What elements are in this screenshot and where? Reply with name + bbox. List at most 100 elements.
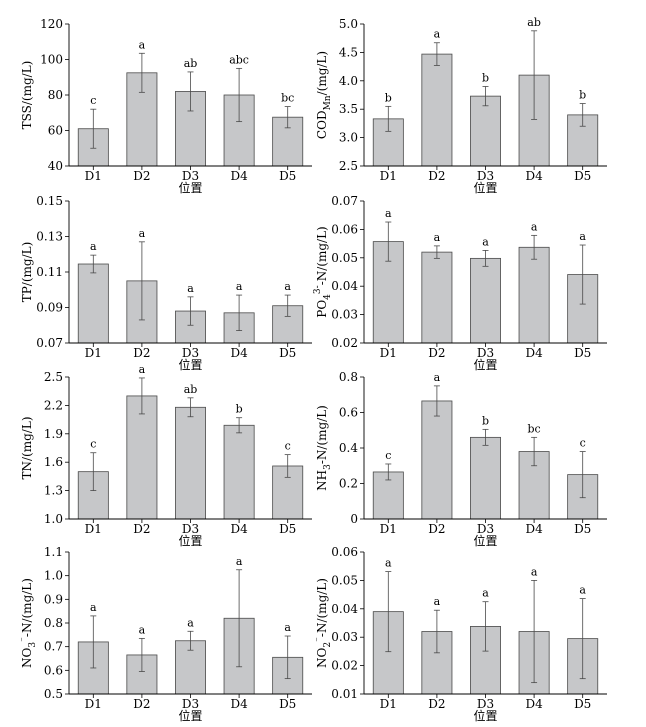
- bar: [126, 395, 158, 520]
- x-tick-label: D5: [574, 169, 591, 183]
- x-tick-label: D1: [85, 169, 102, 183]
- chart-panel: c D1 a D2 ab D3 b D4 c D5 1.0 1.3 1.6 1.9 2.2 2.5 位置 TN/(…: [20, 363, 312, 548]
- bar: [470, 95, 501, 167]
- chart-panel: a D1 a D2 a D3 a D4 a D5 0.07 0.09 0.11 0.13 0.15 位置 TP/…: [20, 194, 312, 372]
- significance-label: a: [90, 601, 97, 614]
- y-tick-label: 40: [48, 159, 63, 173]
- significance-label: a: [531, 220, 538, 233]
- y-tick-label: 0.8: [44, 616, 63, 630]
- significance-label: ab: [527, 16, 541, 29]
- y-tick-label: 0.4: [339, 441, 358, 455]
- significance-label: abc: [229, 53, 249, 66]
- significance-label: a: [187, 282, 194, 295]
- chart-panel: c D1 a D2 b D3 bc D4 c D5 0 0.2 0.4 0.6 0.8 位置 NH3-N/(mg…: [315, 370, 607, 548]
- x-tick-label: D4: [525, 169, 543, 183]
- bar: [518, 246, 550, 344]
- y-tick-label: 0.02: [331, 336, 358, 350]
- significance-label: a: [187, 616, 194, 629]
- x-tick-label: D4: [525, 522, 543, 536]
- chart-panel: c D1 a D2 ab D3 abc D4 bc D5 40 60 80 100 120 位置 TSS/(mg…: [20, 17, 312, 195]
- x-tick-label: D4: [525, 346, 543, 360]
- x-tick-label: D3: [182, 346, 199, 360]
- significance-label: a: [434, 371, 441, 384]
- y-tick-label: 120: [40, 17, 63, 31]
- significance-label: a: [434, 28, 441, 41]
- y-tick-label: 4.0: [339, 74, 358, 88]
- x-tick-label: D3: [182, 169, 199, 183]
- bar: [223, 424, 255, 520]
- significance-label: a: [434, 231, 441, 244]
- y-tick-label: 2.5: [44, 370, 63, 384]
- x-tick-label: D5: [279, 697, 296, 711]
- significance-label: b: [482, 71, 489, 84]
- x-tick-label: D2: [133, 346, 150, 360]
- significance-label: a: [482, 235, 489, 248]
- y-axis-title: CODMn/(mg/L): [315, 51, 333, 139]
- chart-panel: a D1 a D2 a D3 a D4 a D5 0.5 0.6 0.7 0.8 0.9 1.0 1.1 位置 NO…: [19, 545, 312, 723]
- significance-label: a: [90, 240, 97, 253]
- y-tick-label: 0.11: [36, 265, 63, 279]
- svg-text:NH3-N/(mg/L): NH3-N/(mg/L): [315, 405, 333, 491]
- x-tick-label: D4: [230, 522, 248, 536]
- significance-label: bc: [281, 92, 294, 105]
- y-tick-label: 80: [48, 88, 63, 102]
- y-tick-label: 3.5: [339, 102, 358, 116]
- x-tick-label: D5: [574, 697, 591, 711]
- y-tick-label: 0.8: [339, 370, 358, 384]
- y-tick-label: 4.5: [339, 45, 358, 59]
- x-tick-label: D1: [380, 169, 397, 183]
- y-tick-label: 2.5: [339, 159, 358, 173]
- y-tick-label: 0.03: [331, 308, 358, 322]
- x-tick-label: D5: [279, 522, 296, 536]
- x-tick-label: D5: [574, 346, 591, 360]
- y-tick-label: 0.6: [339, 406, 358, 420]
- x-tick-label: D5: [279, 346, 296, 360]
- bar: [470, 436, 501, 520]
- x-tick-label: D3: [182, 522, 199, 536]
- chart-panel: a D1 a D2 a D3 a D4 a D5 0.02 0.03 0.04 0.05 0.06 0.07 位…: [313, 194, 607, 372]
- x-tick-label: D3: [182, 697, 199, 711]
- y-tick-label: 1.1: [44, 545, 63, 559]
- y-axis-title: NO2⁻-N/(mg/L): [314, 578, 333, 668]
- significance-label: c: [285, 440, 291, 453]
- y-axis-title: NO3⁻-N/(mg/L): [19, 578, 38, 668]
- significance-label: b: [385, 91, 392, 104]
- significance-label: c: [90, 94, 96, 107]
- significance-label: a: [139, 623, 146, 636]
- x-tick-label: D3: [477, 346, 494, 360]
- x-tick-label: D5: [574, 522, 591, 536]
- bar: [175, 406, 206, 520]
- y-tick-label: 0.05: [331, 573, 358, 587]
- x-tick-label: D1: [85, 522, 102, 536]
- significance-label: a: [579, 584, 586, 597]
- significance-label: c: [385, 449, 391, 462]
- bar: [77, 263, 109, 344]
- y-tick-label: 0.15: [36, 194, 63, 208]
- x-axis-title: 位置: [473, 708, 497, 723]
- x-tick-label: D4: [230, 169, 248, 183]
- x-tick-label: D5: [279, 169, 296, 183]
- svg-text:CODMn/(mg/L): CODMn/(mg/L): [315, 51, 333, 139]
- x-tick-label: D1: [380, 697, 397, 711]
- significance-label: a: [579, 230, 586, 243]
- y-tick-label: 0.02: [331, 659, 358, 673]
- significance-label: b: [579, 89, 586, 102]
- x-tick-label: D1: [380, 346, 397, 360]
- y-tick-label: 0.06: [331, 222, 358, 236]
- y-tick-label: 5.0: [339, 17, 358, 31]
- significance-label: a: [385, 207, 392, 220]
- svg-text:NO2⁻-N/(mg/L): NO2⁻-N/(mg/L): [314, 578, 333, 668]
- x-axis-title: 位置: [178, 180, 202, 195]
- x-tick-label: D2: [428, 522, 445, 536]
- x-tick-label: D2: [133, 169, 150, 183]
- x-axis-title: 位置: [473, 357, 497, 372]
- x-tick-label: D1: [380, 522, 397, 536]
- significance-label: bc: [527, 422, 540, 435]
- significance-label: b: [236, 403, 243, 416]
- y-tick-label: 1.0: [44, 512, 63, 526]
- significance-label: a: [284, 621, 291, 634]
- x-tick-label: D4: [230, 697, 248, 711]
- y-tick-label: 0.06: [331, 545, 358, 559]
- significance-label: a: [236, 280, 243, 293]
